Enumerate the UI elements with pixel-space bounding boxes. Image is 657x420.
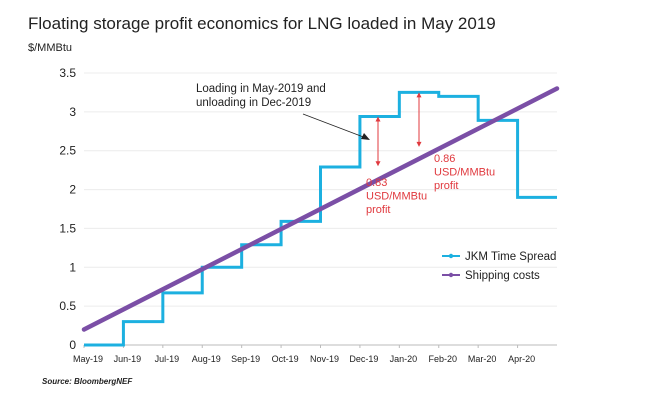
profit-label: 0.83 <box>366 177 387 189</box>
series-shipping-costs <box>81 86 560 332</box>
x-tick-label: Nov-19 <box>310 354 339 364</box>
y-tick-label: 3 <box>69 105 76 119</box>
annotation-text: unloading in Dec-2019 <box>196 97 311 109</box>
x-tick-label: Jun-19 <box>114 354 142 364</box>
annotation-arrow <box>302 113 367 139</box>
profit-label: 0.86 <box>434 153 455 165</box>
profit-label: USD/MMBtu <box>366 191 427 203</box>
x-tick-label: Aug-19 <box>192 354 221 364</box>
annotation-arrowhead <box>361 133 370 140</box>
profit-label: profit <box>434 180 458 192</box>
x-tick-label: Mar-20 <box>468 354 497 364</box>
y-tick-label: 1 <box>69 260 76 274</box>
profit-arrowhead <box>375 116 381 122</box>
x-tick-label: Feb-20 <box>428 354 457 364</box>
y-tick-label: 2.5 <box>59 144 76 158</box>
y-axis-label: $/MMBtu <box>28 42 73 54</box>
x-tick-label: Jan-20 <box>390 354 418 364</box>
legend-label: JKM Time Spread <box>465 251 556 263</box>
profit-label: USD/MMBtu <box>434 167 495 179</box>
x-tick-label: Sep-19 <box>231 354 260 364</box>
x-tick-label: Jul-19 <box>155 354 180 364</box>
profit-arrowhead <box>416 92 422 98</box>
series-jkm-time-spread <box>84 90 557 347</box>
chart-title: Floating storage profit economics for LN… <box>28 14 496 33</box>
profit-arrowhead <box>416 141 422 147</box>
y-tick-label: 0 <box>69 338 76 352</box>
y-tick-label: 0.5 <box>59 299 76 313</box>
legend-label: Shipping costs <box>465 270 540 282</box>
x-tick-label: Dec-19 <box>349 354 378 364</box>
profit-label: profit <box>366 204 390 216</box>
x-tick-label: May-19 <box>73 354 103 364</box>
y-tick-label: 2 <box>69 183 76 197</box>
y-tick-label: 1.5 <box>59 221 76 235</box>
x-tick-label: Apr-20 <box>508 354 535 364</box>
legend-marker <box>448 253 454 259</box>
y-tick-label: 3.5 <box>59 66 76 80</box>
legend-marker <box>448 272 454 278</box>
x-tick-label: Oct-19 <box>272 354 299 364</box>
source-note: Source: BloombergNEF <box>42 377 133 386</box>
annotation-text: Loading in May-2019 and <box>196 83 326 95</box>
profit-arrowhead <box>375 161 381 167</box>
